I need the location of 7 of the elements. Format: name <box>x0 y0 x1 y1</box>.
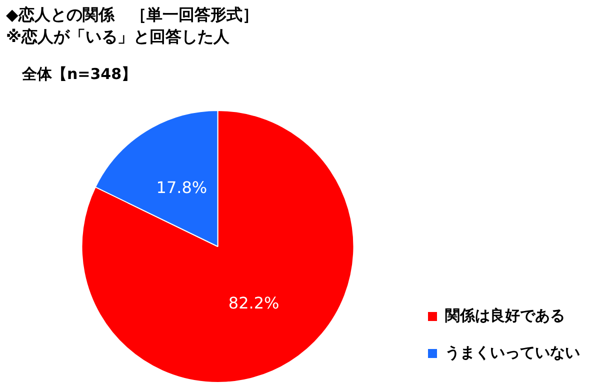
legend-label: うまくいっていない <box>445 343 580 362</box>
text: 全体【n=348】 <box>22 64 138 84</box>
chart-subtitle: ※恋人が「いる」と回答した人 <box>6 26 231 48</box>
chart-title: ◆恋人との関係 ［単一回答形式］ <box>6 4 260 26</box>
data-label: 17.8% <box>156 178 208 198</box>
data-label: 82.2% <box>228 293 280 312</box>
legend-label: 関係は良好である <box>445 306 565 324</box>
